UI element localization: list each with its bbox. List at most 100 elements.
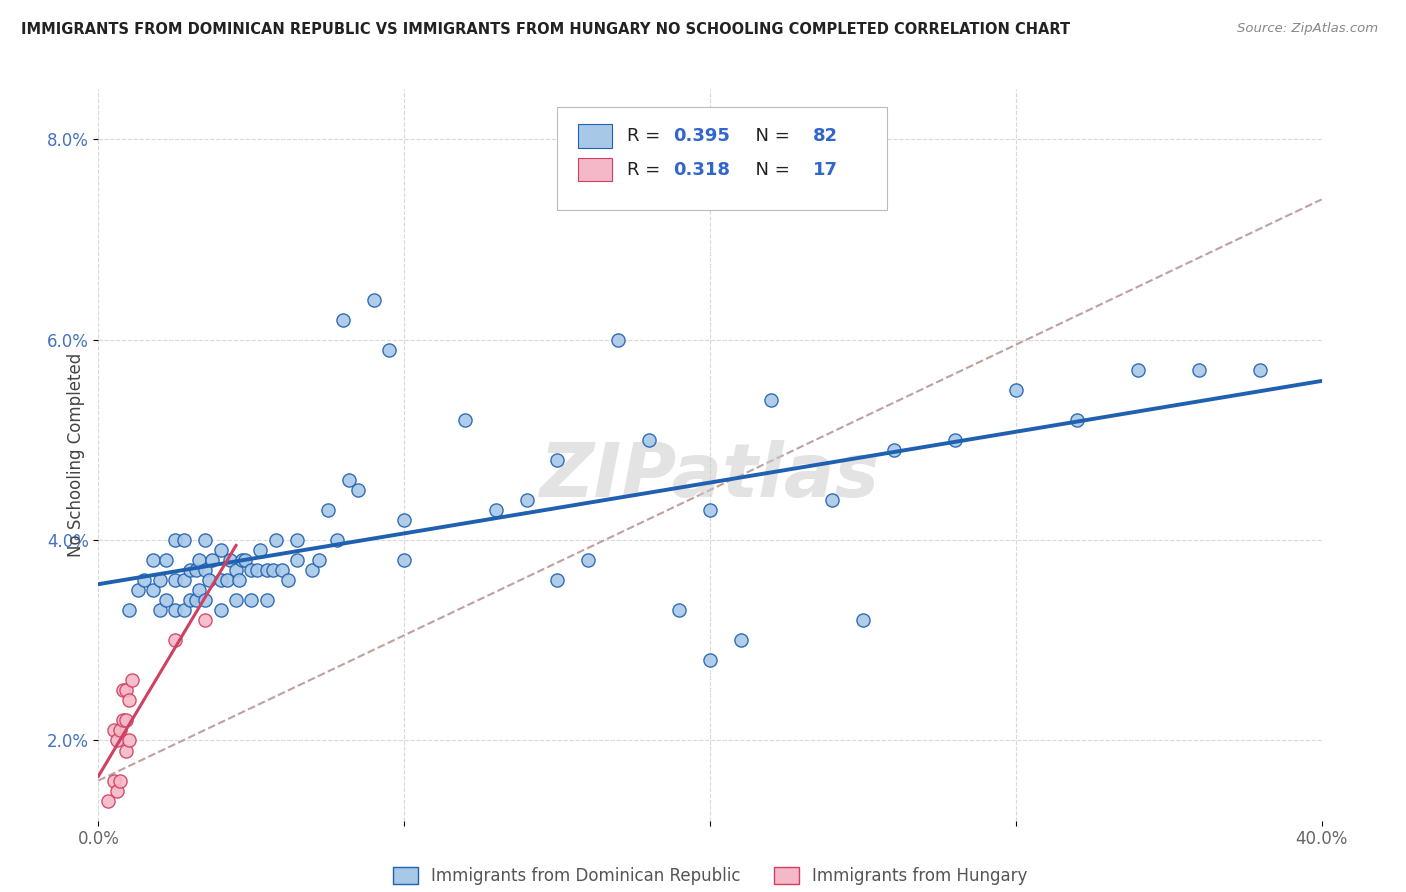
Point bbox=[516, 493, 538, 508]
Point bbox=[699, 503, 721, 517]
Point bbox=[454, 413, 477, 427]
Point bbox=[883, 442, 905, 457]
Point bbox=[546, 573, 568, 587]
Point bbox=[108, 723, 131, 738]
Point bbox=[194, 593, 217, 607]
Point bbox=[103, 723, 125, 738]
Point bbox=[392, 513, 416, 527]
Point bbox=[326, 533, 349, 547]
Point bbox=[149, 573, 172, 587]
Point bbox=[186, 593, 208, 607]
Point bbox=[108, 773, 131, 788]
FancyBboxPatch shape bbox=[557, 108, 887, 210]
Point bbox=[262, 563, 284, 577]
Point bbox=[103, 773, 125, 788]
Point bbox=[285, 553, 308, 567]
Point bbox=[188, 553, 211, 567]
Point bbox=[256, 563, 278, 577]
Point bbox=[115, 683, 138, 698]
Point bbox=[200, 553, 222, 567]
Text: N =: N = bbox=[744, 161, 796, 178]
Point bbox=[197, 573, 219, 587]
Point bbox=[264, 533, 287, 547]
Point bbox=[285, 533, 308, 547]
Point bbox=[821, 493, 844, 508]
Text: IMMIGRANTS FROM DOMINICAN REPUBLIC VS IMMIGRANTS FROM HUNGARY NO SCHOOLING COMPL: IMMIGRANTS FROM DOMINICAN REPUBLIC VS IM… bbox=[21, 22, 1070, 37]
Point bbox=[699, 653, 721, 667]
Point bbox=[173, 603, 195, 617]
FancyBboxPatch shape bbox=[578, 124, 612, 148]
Point bbox=[240, 593, 263, 607]
Point bbox=[194, 563, 217, 577]
Point bbox=[173, 533, 195, 547]
Point bbox=[179, 593, 201, 607]
Point bbox=[134, 573, 156, 587]
Point bbox=[668, 603, 690, 617]
Point bbox=[209, 543, 232, 558]
Point bbox=[730, 633, 752, 648]
Point bbox=[163, 633, 186, 648]
Legend: Immigrants from Dominican Republic, Immigrants from Hungary: Immigrants from Dominican Republic, Immi… bbox=[392, 867, 1028, 886]
Text: N =: N = bbox=[744, 127, 796, 145]
Point bbox=[576, 553, 599, 567]
Text: 82: 82 bbox=[813, 127, 838, 145]
Point bbox=[111, 683, 134, 698]
Point bbox=[111, 714, 134, 728]
Point bbox=[186, 563, 208, 577]
Text: 0.318: 0.318 bbox=[673, 161, 730, 178]
Text: 17: 17 bbox=[813, 161, 838, 178]
Point bbox=[231, 553, 253, 567]
Point bbox=[115, 743, 138, 757]
Point bbox=[1128, 363, 1150, 377]
Point bbox=[1004, 383, 1026, 397]
Point bbox=[246, 563, 269, 577]
Point bbox=[209, 603, 232, 617]
Point bbox=[194, 533, 217, 547]
Point bbox=[142, 583, 165, 598]
Point bbox=[118, 693, 141, 707]
Point bbox=[127, 583, 149, 598]
Point bbox=[142, 553, 165, 567]
Point bbox=[332, 312, 354, 326]
Point bbox=[115, 714, 138, 728]
Point bbox=[607, 333, 630, 347]
FancyBboxPatch shape bbox=[578, 158, 612, 181]
Text: 0.395: 0.395 bbox=[673, 127, 730, 145]
Point bbox=[155, 593, 177, 607]
Point bbox=[337, 473, 360, 487]
Point bbox=[228, 573, 250, 587]
Point bbox=[852, 613, 875, 627]
Point bbox=[249, 543, 271, 558]
Point bbox=[363, 293, 385, 307]
Point bbox=[256, 593, 278, 607]
Point bbox=[943, 433, 966, 447]
Point bbox=[105, 783, 128, 797]
Point bbox=[209, 573, 232, 587]
Point bbox=[308, 553, 330, 567]
Point bbox=[233, 553, 256, 567]
Point bbox=[219, 553, 242, 567]
Point bbox=[105, 733, 128, 747]
Point bbox=[163, 603, 186, 617]
Point bbox=[347, 483, 370, 497]
Point bbox=[392, 553, 416, 567]
Y-axis label: No Schooling Completed: No Schooling Completed bbox=[66, 353, 84, 557]
Point bbox=[97, 794, 120, 808]
Point bbox=[225, 593, 247, 607]
Point bbox=[225, 563, 247, 577]
Text: Source: ZipAtlas.com: Source: ZipAtlas.com bbox=[1237, 22, 1378, 36]
Point bbox=[188, 583, 211, 598]
Point bbox=[149, 603, 172, 617]
Point bbox=[277, 573, 299, 587]
Point bbox=[485, 503, 508, 517]
Point bbox=[1188, 363, 1211, 377]
Point bbox=[270, 563, 292, 577]
Point bbox=[118, 603, 141, 617]
Point bbox=[179, 563, 201, 577]
Point bbox=[118, 733, 141, 747]
Point bbox=[546, 453, 568, 467]
Point bbox=[637, 433, 661, 447]
Point bbox=[240, 563, 263, 577]
Point bbox=[121, 673, 143, 688]
Point bbox=[163, 573, 186, 587]
